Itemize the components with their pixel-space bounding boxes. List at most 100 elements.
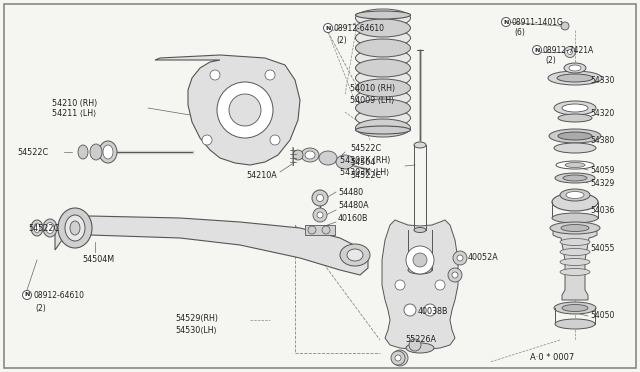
Text: 54303K ⟨LH⟩: 54303K ⟨LH⟩ <box>340 167 389 176</box>
Text: 54330: 54330 <box>590 76 614 84</box>
Ellipse shape <box>99 141 117 163</box>
Ellipse shape <box>78 145 88 159</box>
Ellipse shape <box>563 175 587 181</box>
Ellipse shape <box>46 222 54 234</box>
Circle shape <box>452 272 458 278</box>
Ellipse shape <box>355 89 410 107</box>
Text: 55226A: 55226A <box>405 336 436 344</box>
Ellipse shape <box>319 151 337 165</box>
Ellipse shape <box>58 208 92 248</box>
Ellipse shape <box>560 238 590 246</box>
Circle shape <box>323 23 333 32</box>
Ellipse shape <box>34 224 40 232</box>
Text: N: N <box>534 48 540 52</box>
Text: 54036: 54036 <box>590 205 614 215</box>
Ellipse shape <box>562 104 588 112</box>
Text: 54211 ⟨LH⟩: 54211 ⟨LH⟩ <box>52 109 96 118</box>
Ellipse shape <box>355 99 410 117</box>
Ellipse shape <box>569 65 581 71</box>
Ellipse shape <box>550 222 600 234</box>
Circle shape <box>217 82 273 138</box>
Polygon shape <box>55 216 368 275</box>
Text: 40052A: 40052A <box>468 253 499 263</box>
Text: 54504: 54504 <box>350 157 375 167</box>
Ellipse shape <box>305 151 315 159</box>
Circle shape <box>453 251 467 265</box>
Ellipse shape <box>355 29 410 47</box>
Circle shape <box>396 354 404 362</box>
Text: 54302K (RH): 54302K (RH) <box>340 155 390 164</box>
Text: N: N <box>325 26 331 31</box>
Text: 54059: 54059 <box>590 166 614 174</box>
Ellipse shape <box>554 302 596 314</box>
Text: 54380: 54380 <box>590 135 614 144</box>
Circle shape <box>532 45 541 55</box>
Circle shape <box>229 94 261 126</box>
Ellipse shape <box>90 144 102 160</box>
Text: 54504M: 54504M <box>82 256 114 264</box>
Text: (2): (2) <box>35 304 45 312</box>
Text: 54050: 54050 <box>590 311 614 321</box>
Polygon shape <box>155 55 300 165</box>
Ellipse shape <box>555 173 595 183</box>
Text: N: N <box>24 292 29 298</box>
Circle shape <box>265 70 275 80</box>
Text: 54529(RH): 54529(RH) <box>175 314 218 323</box>
Circle shape <box>424 304 436 316</box>
Ellipse shape <box>103 145 113 159</box>
Text: 54522C: 54522C <box>17 148 48 157</box>
Ellipse shape <box>554 101 596 115</box>
Circle shape <box>409 339 421 351</box>
Ellipse shape <box>406 343 434 353</box>
Ellipse shape <box>355 69 410 87</box>
Text: 08912-64610: 08912-64610 <box>33 291 84 299</box>
Text: 54055: 54055 <box>590 244 614 253</box>
Circle shape <box>202 135 212 145</box>
Text: 08911-1401G: 08911-1401G <box>512 17 564 26</box>
Ellipse shape <box>552 193 598 211</box>
Circle shape <box>312 190 328 206</box>
Circle shape <box>395 355 401 361</box>
Circle shape <box>392 350 408 366</box>
Ellipse shape <box>552 213 598 223</box>
Ellipse shape <box>355 11 410 19</box>
Text: N: N <box>503 19 509 25</box>
Text: 40038B: 40038B <box>418 308 449 317</box>
Polygon shape <box>382 220 458 350</box>
Text: 54329: 54329 <box>590 179 614 187</box>
Ellipse shape <box>355 79 410 97</box>
Text: 54480A: 54480A <box>338 201 369 209</box>
Circle shape <box>457 255 463 261</box>
Ellipse shape <box>355 19 410 37</box>
Ellipse shape <box>301 148 319 162</box>
Circle shape <box>404 304 416 316</box>
Text: 40160B: 40160B <box>338 214 369 222</box>
Circle shape <box>270 135 280 145</box>
Circle shape <box>413 253 427 267</box>
Text: 54210A: 54210A <box>246 170 276 180</box>
Ellipse shape <box>549 129 601 143</box>
Circle shape <box>22 291 31 299</box>
Ellipse shape <box>560 189 590 201</box>
Circle shape <box>395 280 405 290</box>
Ellipse shape <box>70 221 80 235</box>
Ellipse shape <box>414 228 426 232</box>
Ellipse shape <box>355 39 410 57</box>
Circle shape <box>568 49 573 55</box>
Ellipse shape <box>43 219 57 237</box>
Ellipse shape <box>554 143 596 153</box>
Ellipse shape <box>548 71 602 85</box>
Text: 54480: 54480 <box>338 187 363 196</box>
Circle shape <box>313 208 327 222</box>
Circle shape <box>391 351 405 365</box>
Ellipse shape <box>558 132 592 140</box>
Circle shape <box>406 246 434 274</box>
Ellipse shape <box>340 244 370 266</box>
Circle shape <box>564 46 575 58</box>
Text: 08912-7421A: 08912-7421A <box>543 45 595 55</box>
Ellipse shape <box>336 155 354 169</box>
Text: 54009 ⟨LH⟩: 54009 ⟨LH⟩ <box>350 96 394 105</box>
Polygon shape <box>553 230 597 300</box>
Ellipse shape <box>565 163 585 167</box>
Text: A·0 * 0007: A·0 * 0007 <box>530 353 574 362</box>
